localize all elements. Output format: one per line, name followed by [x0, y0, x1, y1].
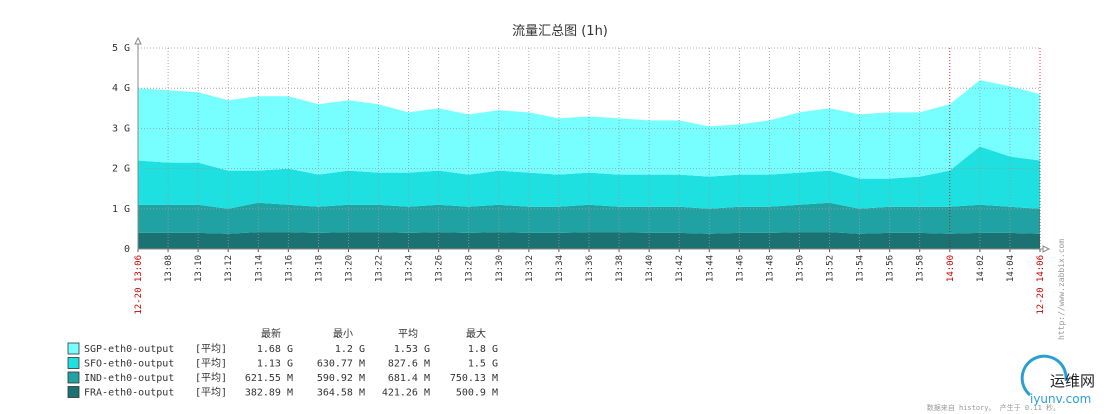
y-tick-label: 3 G: [112, 123, 130, 134]
x-tick-label: 12-20 14:06: [1036, 255, 1046, 315]
x-tick-label: 13:46: [735, 255, 745, 282]
legend-stat: 590.92 M: [317, 373, 365, 384]
x-tick-label: 13:50: [795, 255, 805, 282]
watermark-url: iyunv.com: [1030, 392, 1091, 406]
x-tick-label: 14:00: [946, 255, 956, 282]
legend-stat: 630.77 M: [317, 359, 365, 370]
legend-header: 最新: [261, 327, 281, 340]
x-tick-label: 13:56: [886, 255, 896, 282]
side-text: http://www.zabbix.com: [1057, 239, 1066, 340]
area: [138, 202, 1040, 234]
legend-function: [平均]: [195, 372, 227, 384]
legend-stat: 681.4 M: [388, 373, 430, 384]
x-tick-label: 13:42: [675, 255, 685, 282]
x-tick-label: 13:38: [615, 255, 625, 282]
x-tick-label: 13:48: [765, 255, 775, 282]
x-tick-label: 13:18: [314, 255, 324, 282]
chart-title: 流量汇总图 (1h): [512, 24, 608, 39]
x-tick-label: 13:24: [405, 255, 415, 282]
x-tick-label: 13:52: [826, 255, 836, 282]
x-tick-label: 13:08: [164, 255, 174, 282]
footer: 数据来自 history。 产生于 0.11 秒。: [927, 403, 1060, 412]
x-tick-label: 13:44: [705, 255, 715, 282]
y-tick-label: 1 G: [112, 204, 130, 215]
y-tick-label: 2 G: [112, 164, 130, 175]
legend-label: SGP-eth0-output: [84, 344, 174, 355]
legend-function: [平均]: [195, 387, 227, 399]
legend-header: 最大: [466, 327, 486, 340]
axis-arrow: [134, 36, 142, 45]
legend-stat: 750.13 M: [450, 373, 498, 384]
x-tick-label: 13:12: [224, 255, 234, 282]
plot: 0 1 G 2 G 3 G 4 G 5 G 12-20 13:06 13:08 13:10 13:…: [67, 36, 1051, 399]
legend-swatch: [67, 357, 80, 369]
legend-stat: 1.5 G: [468, 359, 498, 370]
legend-stat: 1.8 G: [468, 344, 498, 355]
legend-stat: 621.55 M: [245, 373, 293, 384]
x-tick-label: 13:26: [435, 255, 445, 282]
legend-function: [平均]: [195, 343, 227, 355]
x-tick-label: 13:54: [856, 255, 866, 282]
legend-stat: 1.2 G: [335, 344, 365, 355]
x-tick-label: 13:32: [525, 255, 535, 282]
legend-stat: 500.9 M: [456, 388, 498, 399]
x-tick-label: 12-20 13:06: [134, 255, 144, 315]
legend-swatch: [67, 371, 80, 384]
x-tick-label: 13:22: [375, 255, 385, 282]
y-tick-label: 5 G: [112, 43, 130, 54]
legend-stat: 1.13 G: [257, 359, 293, 370]
legend-stat: 827.6 M: [388, 359, 430, 370]
x-tick-label: 13:16: [284, 255, 294, 282]
legend-stat: 421.26 M: [382, 388, 430, 399]
axis-arrow: [1042, 245, 1051, 253]
x-tick-label: 14:04: [1006, 255, 1016, 282]
x-tick-label: 13:20: [344, 255, 354, 282]
legend-stat: 1.68 G: [257, 344, 293, 355]
x-tick-label: 13:40: [645, 255, 655, 282]
legend-label: SFO-eth0-output: [84, 359, 174, 370]
x-tick-label: 13:10: [194, 255, 204, 282]
x-tick-label: 13:28: [465, 255, 475, 282]
legend-stat: 1.53 G: [394, 344, 430, 355]
legend-label: IND-eth0-output: [84, 373, 174, 384]
watermark-logo: [1020, 354, 1068, 397]
watermark: 运维网 iyunv.com: [1020, 354, 1095, 406]
x-tick-label: 13:34: [555, 255, 565, 282]
legend-function: [平均]: [195, 358, 227, 370]
x-tick-label: 13:36: [585, 255, 595, 282]
legend-label: FRA-eth0-output: [84, 388, 174, 399]
legend-stat: 382.89 M: [245, 388, 293, 399]
y-tick-label: 0: [124, 244, 130, 255]
legend-header: 平均: [398, 328, 418, 340]
legend-stat: 364.58 M: [317, 388, 365, 399]
y-tick-label: 4 G: [112, 83, 130, 94]
x-tick-label: 14:02: [976, 255, 986, 282]
legend-header: 最小: [333, 328, 353, 340]
x-tick-label: 13:58: [916, 255, 926, 282]
watermark-name: 运维网: [1050, 372, 1095, 390]
legend-swatch: [67, 342, 80, 355]
x-tick-label: 13:30: [495, 255, 505, 282]
x-tick-label: 13:14: [254, 255, 264, 282]
legend-swatch: [67, 386, 80, 398]
